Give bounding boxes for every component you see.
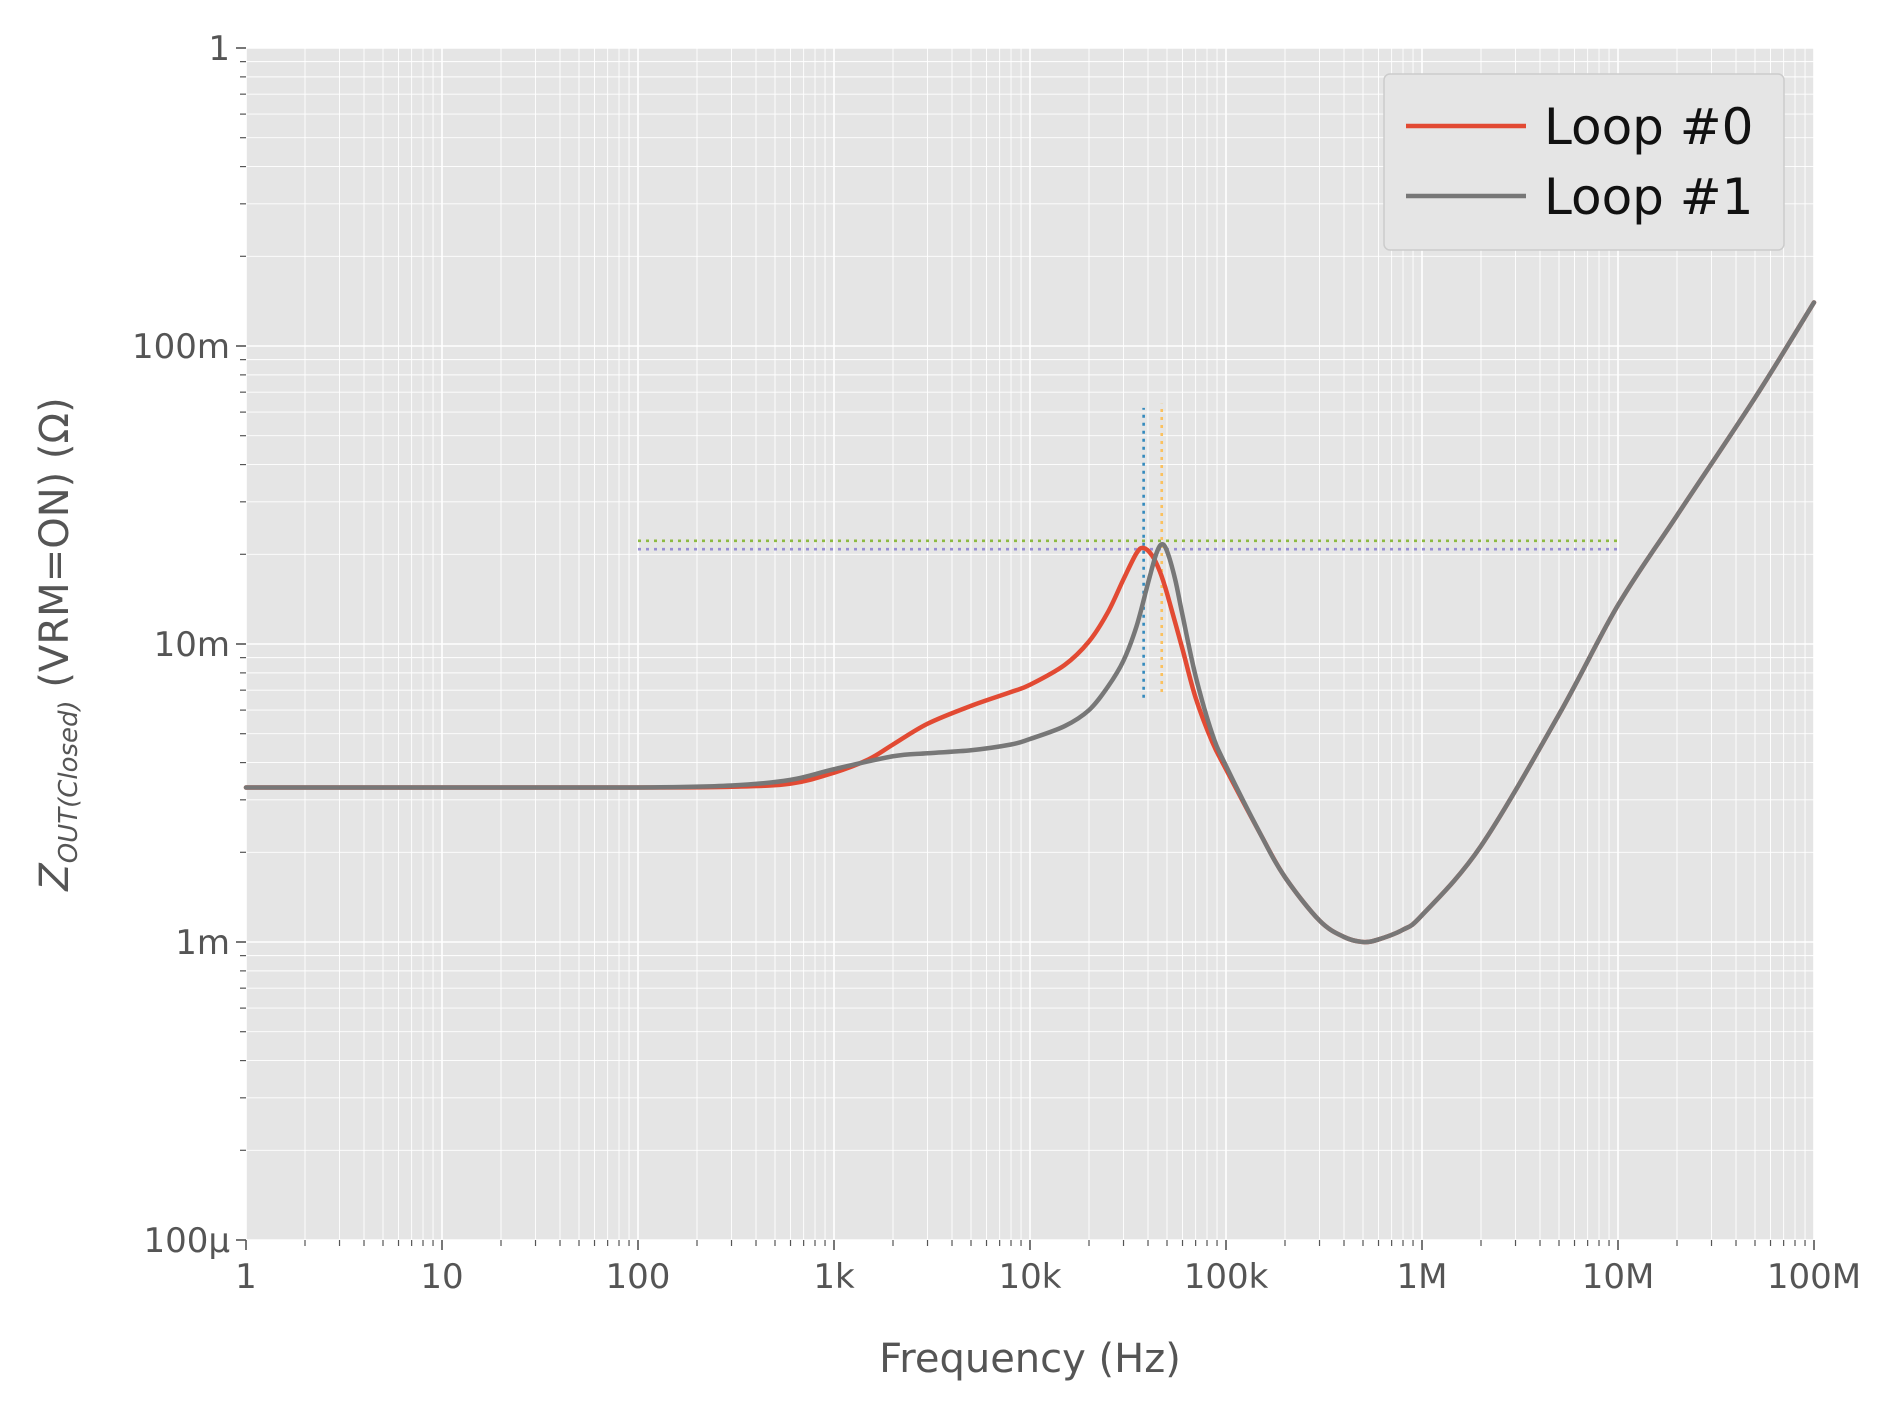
x-tick-label: 1k	[813, 1257, 855, 1297]
legend-label-loop-0: Loop #0	[1544, 98, 1754, 156]
x-tick-label: 10k	[999, 1257, 1062, 1297]
y-axis-title-main: Z	[32, 862, 78, 892]
x-tick-label: 100	[606, 1257, 671, 1297]
y-axis-title-subscript: OUT(Closed)	[54, 700, 84, 863]
x-tick-label: 100M	[1767, 1257, 1861, 1297]
axis-ticks	[236, 47, 1815, 1250]
y-tick-label: 10m	[154, 625, 230, 665]
legend-label-loop-1: Loop #1	[1544, 168, 1754, 226]
series-layer	[243, 300, 1817, 945]
x-tick-label: 1	[235, 1257, 257, 1297]
y-axis-title-suffix: (VRM=ON) (Ω)	[32, 397, 78, 700]
y-tick-label: 1m	[175, 923, 230, 963]
legend-box	[1383, 73, 1785, 251]
x-tick-label: 10	[420, 1257, 463, 1297]
y-tick-label: 1	[208, 29, 230, 69]
y-tick-labels: 100µ 1m 10m 100m 1	[132, 29, 230, 1261]
x-tick-labels: 1 10 100 1k 10k 100k 1M 10M 100M	[235, 1257, 1861, 1297]
x-tick-label: 100k	[1184, 1257, 1269, 1297]
series-line-loop-1	[243, 300, 1817, 945]
y-tick-label: 100m	[132, 327, 230, 367]
legend: Loop #0 Loop #1	[1383, 73, 1785, 251]
x-tick-label: 1M	[1397, 1257, 1448, 1297]
reference-lines	[638, 403, 1618, 698]
y-tick-label: 100µ	[143, 1221, 230, 1261]
x-axis-title: Frequency (Hz)	[879, 1336, 1181, 1382]
major-grid	[245, 47, 1815, 1241]
y-axis-title: ZOUT(Closed) (VRM=ON) (Ω)	[32, 397, 84, 891]
x-tick-label: 10M	[1582, 1257, 1655, 1297]
